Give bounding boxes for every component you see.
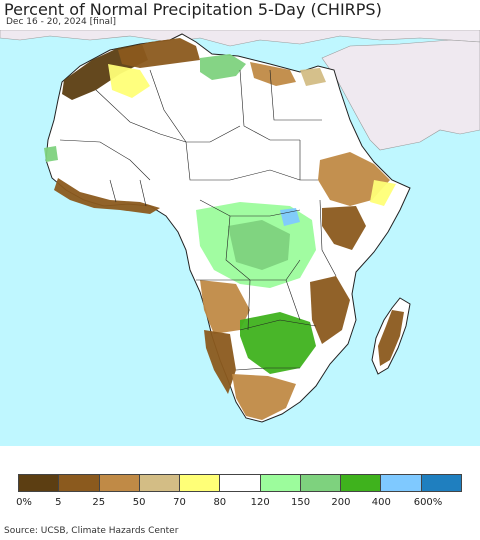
shade-westafrica-coast <box>54 178 160 214</box>
shade-namibia-dry <box>204 330 236 394</box>
legend-swatch <box>59 475 100 491</box>
map-svg <box>0 30 480 446</box>
country-borders <box>59 69 337 371</box>
legend-tick-label: 400 <box>371 497 391 508</box>
legend-tick-label: 0% <box>16 497 32 508</box>
shade-angola-dry <box>200 280 250 334</box>
shade-libya-wet <box>200 54 246 80</box>
shade-congo-mid <box>228 220 290 270</box>
arabian-peninsula <box>321 39 480 151</box>
shade-sahara-yellow <box>108 64 150 98</box>
legend-swatch <box>300 475 342 491</box>
shade-kenya-dry <box>322 206 366 250</box>
shade-zambia-zimbabwe-wet <box>240 312 316 374</box>
shade-libya-coast <box>250 62 296 86</box>
legend-tick-label: 150 <box>290 497 311 508</box>
shade-uganda-blue <box>280 208 300 226</box>
source-credit: Source: UCSB, Climate Hazards Center <box>4 526 179 536</box>
shade-madagascar-dry <box>378 310 404 366</box>
legend-tick-label: 120 <box>250 497 270 508</box>
legend-tick-label: 25 <box>92 497 106 508</box>
shade-sierra-leone-wet <box>44 146 58 162</box>
shade-algeria-dry <box>118 38 200 68</box>
legend-swatch <box>19 475 60 491</box>
shade-somalia-yellow <box>370 180 396 206</box>
shade-south-africa <box>232 374 296 420</box>
legend-tick-label: 80 <box>213 497 227 508</box>
legend-tick-label: 600% <box>413 497 443 508</box>
europe-landmass <box>0 30 480 47</box>
legend-swatch <box>99 475 140 491</box>
map-title: Percent of Normal Precipitation 5-Day (C… <box>4 0 382 19</box>
legend-tick-label: 200 <box>331 497 351 508</box>
date-range: Dec 16 - 20, 2024 [final] <box>6 17 117 27</box>
precipitation-shading <box>44 38 404 420</box>
legend-swatch <box>139 475 181 491</box>
legend-swatch <box>381 475 422 491</box>
legend-tick-label: 5 <box>55 497 62 508</box>
shade-mozambique-dry <box>310 276 350 344</box>
legend-swatch <box>220 475 261 491</box>
legend-swatch <box>260 475 301 491</box>
legend-labels: 0% 5 25 50 70 80 120 150 200 400 600% <box>0 497 480 511</box>
legend-swatch <box>421 475 461 491</box>
legend-swatch <box>341 475 382 491</box>
legend-tick-label: 70 <box>173 497 186 508</box>
legend-tick-label: 50 <box>132 497 146 508</box>
shade-egypt <box>300 68 326 86</box>
legend-colorbar <box>18 474 462 492</box>
precipitation-map <box>0 30 480 446</box>
legend-swatch <box>180 475 221 491</box>
